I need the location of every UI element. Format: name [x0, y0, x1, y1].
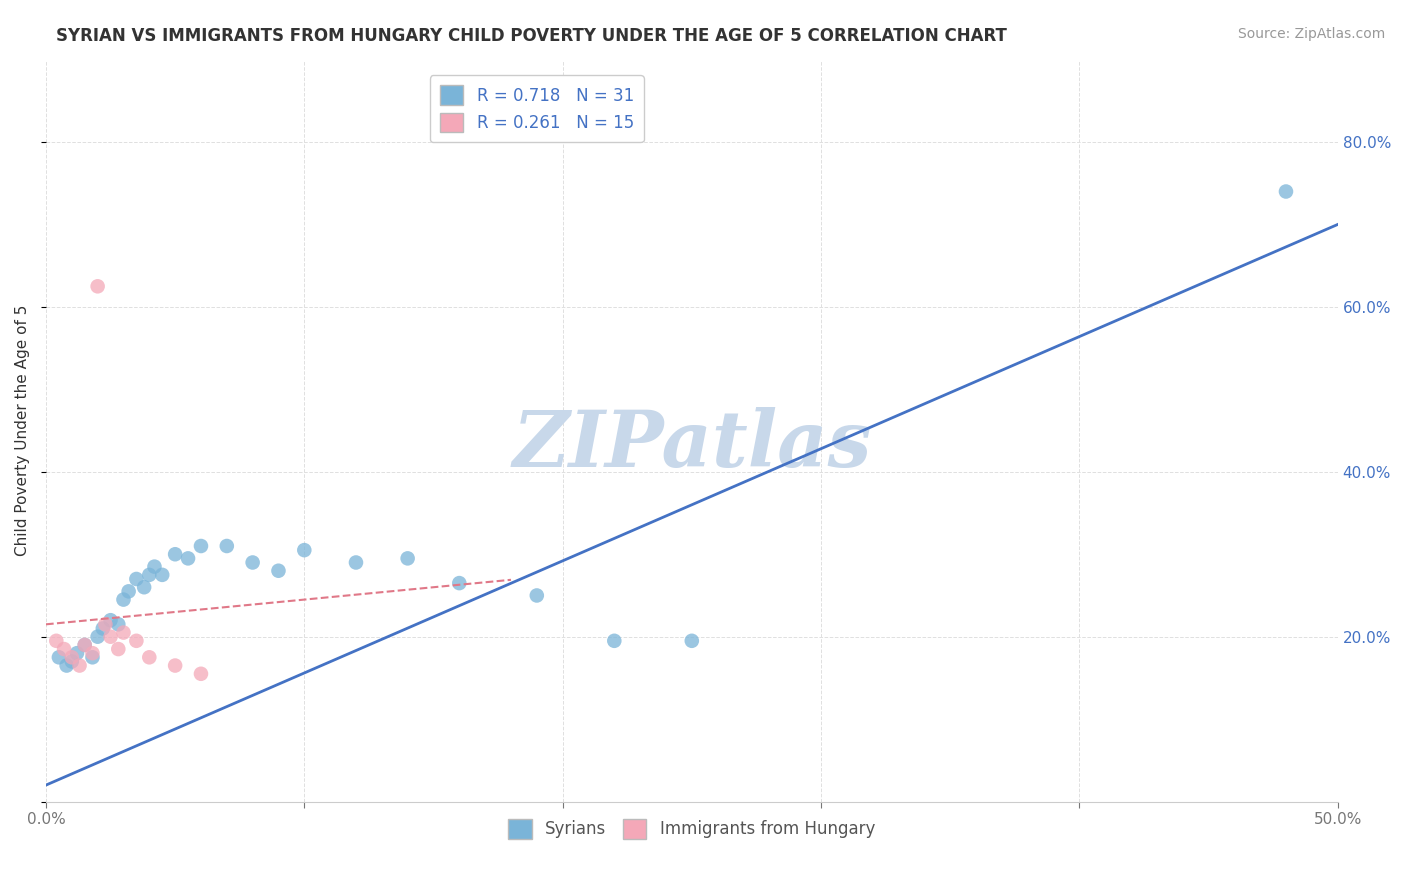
Point — [165, 658, 187, 673]
Point — [150, 567, 173, 582]
Point — [60, 655, 83, 669]
Point — [69, 658, 91, 673]
Point — [86, 279, 108, 293]
Point — [107, 617, 129, 632]
Point — [190, 666, 212, 681]
Point — [134, 580, 156, 594]
Point — [681, 633, 703, 648]
Point — [107, 642, 129, 657]
Point — [449, 576, 471, 591]
Point — [344, 556, 367, 570]
Point — [53, 642, 76, 657]
Point — [177, 551, 200, 566]
Point — [112, 592, 135, 607]
Text: Source: ZipAtlas.com: Source: ZipAtlas.com — [1237, 27, 1385, 41]
Legend: Syrians, Immigrants from Hungary: Syrians, Immigrants from Hungary — [502, 813, 882, 846]
Point — [82, 650, 104, 665]
Point — [100, 613, 122, 627]
Point — [100, 630, 122, 644]
Point — [125, 633, 148, 648]
Point — [165, 547, 187, 561]
Point — [1275, 185, 1298, 199]
Point — [292, 543, 315, 558]
Y-axis label: Child Poverty Under the Age of 5: Child Poverty Under the Age of 5 — [15, 305, 30, 557]
Point — [138, 567, 160, 582]
Point — [267, 564, 290, 578]
Point — [215, 539, 238, 553]
Point — [91, 622, 114, 636]
Point — [86, 630, 108, 644]
Point — [242, 556, 264, 570]
Point — [48, 650, 70, 665]
Point — [603, 633, 626, 648]
Point — [138, 650, 160, 665]
Point — [396, 551, 419, 566]
Text: SYRIAN VS IMMIGRANTS FROM HUNGARY CHILD POVERTY UNDER THE AGE OF 5 CORRELATION C: SYRIAN VS IMMIGRANTS FROM HUNGARY CHILD … — [56, 27, 1007, 45]
Point — [73, 638, 96, 652]
Point — [125, 572, 148, 586]
Point — [45, 633, 67, 648]
Point — [66, 646, 89, 660]
Point — [117, 584, 139, 599]
Point — [112, 625, 135, 640]
Point — [190, 539, 212, 553]
Point — [143, 559, 166, 574]
Point — [73, 638, 96, 652]
Point — [82, 646, 104, 660]
Point — [526, 589, 548, 603]
Text: ZIPatlas: ZIPatlas — [512, 407, 872, 483]
Point — [60, 650, 83, 665]
Point — [55, 658, 77, 673]
Point — [94, 617, 117, 632]
